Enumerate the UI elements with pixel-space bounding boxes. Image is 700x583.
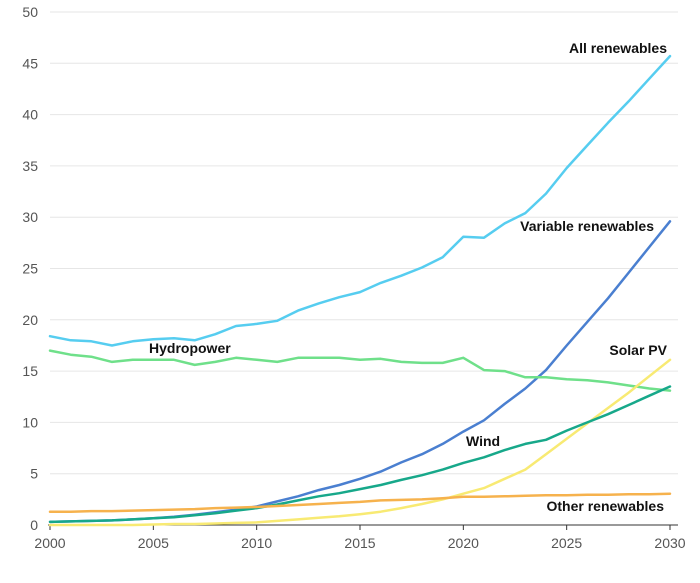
y-tick-label: 0 (30, 517, 38, 533)
series-labels: All renewables Variable renewables Hydropo… (149, 40, 668, 514)
x-tick-label: 2005 (138, 535, 169, 551)
x-tick-label: 2030 (654, 535, 685, 551)
x-tick-label: 2000 (34, 535, 65, 551)
series-label-solar-pv: Solar PV (609, 342, 667, 358)
x-axis-tick-labels: 2000 2005 2010 2015 2020 2025 2030 (34, 525, 686, 551)
x-tick-label: 2020 (448, 535, 479, 551)
series-label-hydropower: Hydropower (149, 340, 231, 356)
y-tick-label: 25 (22, 261, 38, 277)
series-label-all-renewables: All renewables (569, 40, 667, 56)
series-label-variable-renewables: Variable renewables (520, 218, 654, 234)
series-line-variable-renewables (48, 220, 672, 524)
series-label-wind: Wind (466, 433, 500, 449)
x-tick-label: 2015 (344, 535, 375, 551)
x-tick-label: 2010 (241, 535, 272, 551)
y-tick-label: 15 (22, 363, 38, 379)
series-line-wind (48, 385, 672, 524)
y-tick-label: 30 (22, 209, 38, 225)
series-line-other-renewables (48, 492, 672, 513)
y-tick-label: 45 (22, 55, 38, 71)
y-tick-label: 10 (22, 414, 38, 430)
y-tick-label: 35 (22, 158, 38, 174)
series-line-hydropower (48, 349, 672, 392)
grid-lines (50, 11, 678, 475)
y-axis-tick-labels: 0 5 10 15 20 25 30 35 40 45 50 (22, 4, 38, 533)
y-tick-label: 50 (22, 4, 38, 20)
series-line-solar-pv (48, 358, 672, 527)
series-line-all-renewables (48, 54, 672, 347)
y-tick-label: 5 (30, 466, 38, 482)
y-tick-label: 20 (22, 312, 38, 328)
y-tick-label: 40 (22, 107, 38, 123)
series-label-other-renewables: Other renewables (547, 498, 665, 514)
x-tick-label: 2025 (551, 535, 582, 551)
series-lines (48, 54, 672, 527)
